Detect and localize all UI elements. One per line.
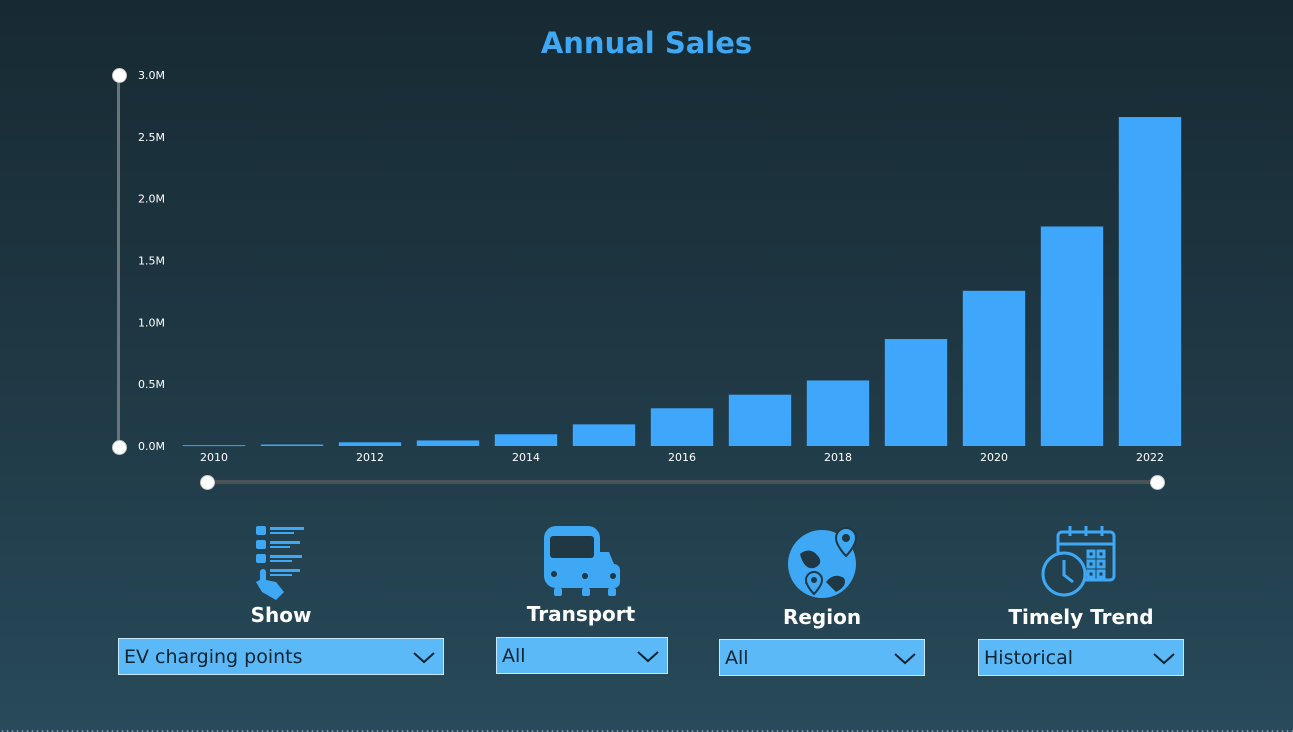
chevron-down-icon — [894, 652, 916, 664]
bar-2021[interactable] — [1040, 226, 1104, 446]
bar-2020[interactable] — [962, 290, 1026, 446]
y-tick-label: 3.0M — [138, 69, 165, 82]
x-tick-label: 2012 — [356, 451, 384, 464]
x-tick-label: 2014 — [512, 451, 540, 464]
region-filter-label: Region — [782, 605, 862, 629]
chart-title: Annual Sales — [540, 26, 753, 60]
timely-trend-dropdown-value: Historical — [984, 646, 1073, 669]
transport-dropdown[interactable]: All — [496, 637, 668, 674]
y-tick-label: 0.5M — [138, 378, 165, 391]
x-tick-label: 2016 — [668, 451, 696, 464]
page-bottom-border — [0, 730, 1293, 732]
y-tick-label: 0.0M — [138, 440, 165, 453]
bar-2022[interactable] — [1118, 117, 1182, 447]
chevron-down-icon — [637, 650, 659, 662]
bar-2015[interactable] — [572, 424, 636, 446]
y-tick-label: 1.5M — [138, 255, 165, 268]
x-range-slider-track[interactable] — [207, 480, 1157, 484]
region-dropdown-value: All — [725, 646, 749, 669]
calendar-clock-icon — [1040, 524, 1120, 604]
x-tick-label: 2010 — [200, 451, 228, 464]
bar-2019[interactable] — [884, 339, 948, 446]
bar-2012[interactable] — [338, 442, 402, 446]
show-filter-label: Show — [250, 603, 312, 627]
bar-2013[interactable] — [416, 440, 480, 446]
list-touch-icon — [252, 524, 308, 604]
bar-2018[interactable] — [806, 380, 870, 446]
transport-filter-label: Transport — [526, 602, 636, 626]
bar-2016[interactable] — [650, 408, 714, 446]
bar-2011[interactable] — [260, 444, 324, 446]
bar-2010[interactable] — [182, 445, 246, 447]
timely-trend-filter-label: Timely Trend — [1008, 605, 1154, 629]
y-tick-label: 2.5M — [138, 131, 165, 144]
y-tick-label: 2.0M — [138, 193, 165, 206]
show-dropdown[interactable]: EV charging points — [118, 638, 444, 675]
x-tick-label: 2020 — [980, 451, 1008, 464]
region-dropdown[interactable]: All — [719, 639, 925, 676]
x-range-slider-right-handle[interactable] — [1150, 475, 1165, 490]
bar-2017[interactable] — [728, 394, 792, 446]
y-range-slider-bottom-handle[interactable] — [112, 440, 127, 455]
chevron-down-icon — [1153, 652, 1175, 664]
x-range-slider-left-handle[interactable] — [200, 475, 215, 490]
globe-pin-icon — [786, 524, 860, 604]
x-tick-label: 2022 — [1136, 451, 1164, 464]
transport-dropdown-value: All — [502, 644, 526, 667]
y-range-slider-track[interactable] — [117, 75, 120, 447]
timely-trend-dropdown[interactable]: Historical — [978, 639, 1184, 676]
x-tick-label: 2018 — [824, 451, 852, 464]
show-dropdown-value: EV charging points — [124, 645, 303, 668]
bar-chart: 0.0M 0.5M 1.0M 1.5M 2.0M 2.5M 3.0M 2010 2012 2014… — [138, 69, 1182, 464]
y-tick-label: 1.0M — [138, 316, 165, 329]
bus-car-icon — [542, 524, 622, 604]
bar-2014[interactable] — [494, 434, 558, 446]
chevron-down-icon — [413, 651, 435, 663]
y-range-slider-top-handle[interactable] — [112, 68, 127, 83]
